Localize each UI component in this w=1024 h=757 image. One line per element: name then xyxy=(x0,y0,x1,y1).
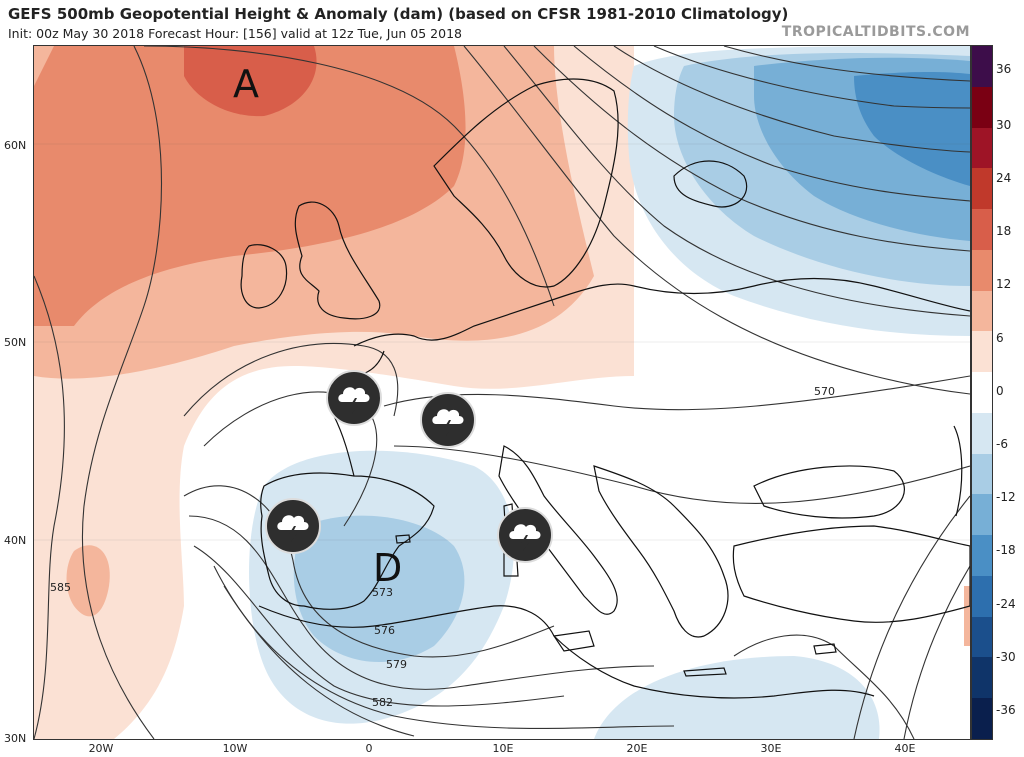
thunderstorm-icon xyxy=(326,370,382,426)
high-pressure-label: A xyxy=(233,62,259,106)
contour-label-579: 579 xyxy=(386,658,407,671)
lon-label-0: 0 xyxy=(365,742,373,755)
colorbar-label: -30 xyxy=(996,650,1016,664)
contour-label-570: 570 xyxy=(814,385,835,398)
colorbar-label: 0 xyxy=(996,384,1004,398)
colorbar-label: 18 xyxy=(996,224,1012,238)
anomaly-shading xyxy=(34,46,970,739)
contour-label-576: 576 xyxy=(374,624,395,637)
colorbar-segment xyxy=(972,290,992,332)
lon-label-10e: 10E xyxy=(492,742,514,755)
anomaly-colorbar xyxy=(971,45,993,740)
colorbar-label: -12 xyxy=(996,490,1016,504)
colorbar-segment xyxy=(972,453,992,495)
anomaly-map: 570 573 576 579 582 585 xyxy=(33,45,971,740)
colorbar-segment xyxy=(972,494,992,536)
colorbar-segment xyxy=(972,209,992,251)
colorbar-label: 6 xyxy=(996,331,1004,345)
colorbar-label: -36 xyxy=(996,703,1016,717)
thunderstorm-icon xyxy=(265,498,321,554)
lat-label-60n: 60N xyxy=(4,139,27,152)
colorbar-segment xyxy=(972,46,992,88)
lat-label-40n: 40N xyxy=(4,534,27,547)
lon-label-30e: 30E xyxy=(760,742,782,755)
colorbar-segment xyxy=(972,616,992,658)
colorbar-segment xyxy=(972,249,992,292)
colorbar-segment xyxy=(972,535,992,577)
colorbar-segment xyxy=(972,86,992,128)
colorbar-label: 30 xyxy=(996,118,1012,132)
contour-label-573: 573 xyxy=(372,586,393,599)
thunderstorm-icon xyxy=(497,507,553,563)
colorbar-segment xyxy=(972,412,992,455)
colorbar-segment xyxy=(972,372,992,414)
contour-label-582: 582 xyxy=(372,696,393,709)
colorbar-segment xyxy=(972,331,992,373)
colorbar-segment xyxy=(972,657,992,699)
colorbar-segment xyxy=(972,127,992,169)
colorbar-label: -18 xyxy=(996,543,1016,557)
colorbar-label: 12 xyxy=(996,277,1012,291)
colorbar-label: -24 xyxy=(996,597,1016,611)
lat-label-50n: 50N xyxy=(4,336,27,349)
brand-watermark: TROPICALTIDBITS.COM xyxy=(781,24,970,40)
colorbar-segment xyxy=(972,168,992,210)
colorbar-label: -6 xyxy=(996,437,1008,451)
contour-label-585: 585 xyxy=(50,581,71,594)
lon-label-20w: 20W xyxy=(88,742,114,755)
colorbar-label: 36 xyxy=(996,62,1012,76)
colorbar-label: 24 xyxy=(996,171,1012,185)
map-subtitle: Init: 00z May 30 2018 Forecast Hour: [15… xyxy=(8,26,462,41)
lon-label-40e: 40E xyxy=(894,742,916,755)
low-pressure-label: D xyxy=(373,546,403,590)
lon-label-20e: 20E xyxy=(626,742,648,755)
map-title: GEFS 500mb Geopotential Height & Anomaly… xyxy=(8,5,789,23)
lat-label-30n: 30N xyxy=(4,732,27,745)
lon-label-10w: 10W xyxy=(222,742,248,755)
colorbar-segment xyxy=(972,575,992,618)
colorbar-segment xyxy=(972,698,992,740)
thunderstorm-icon xyxy=(420,392,476,448)
